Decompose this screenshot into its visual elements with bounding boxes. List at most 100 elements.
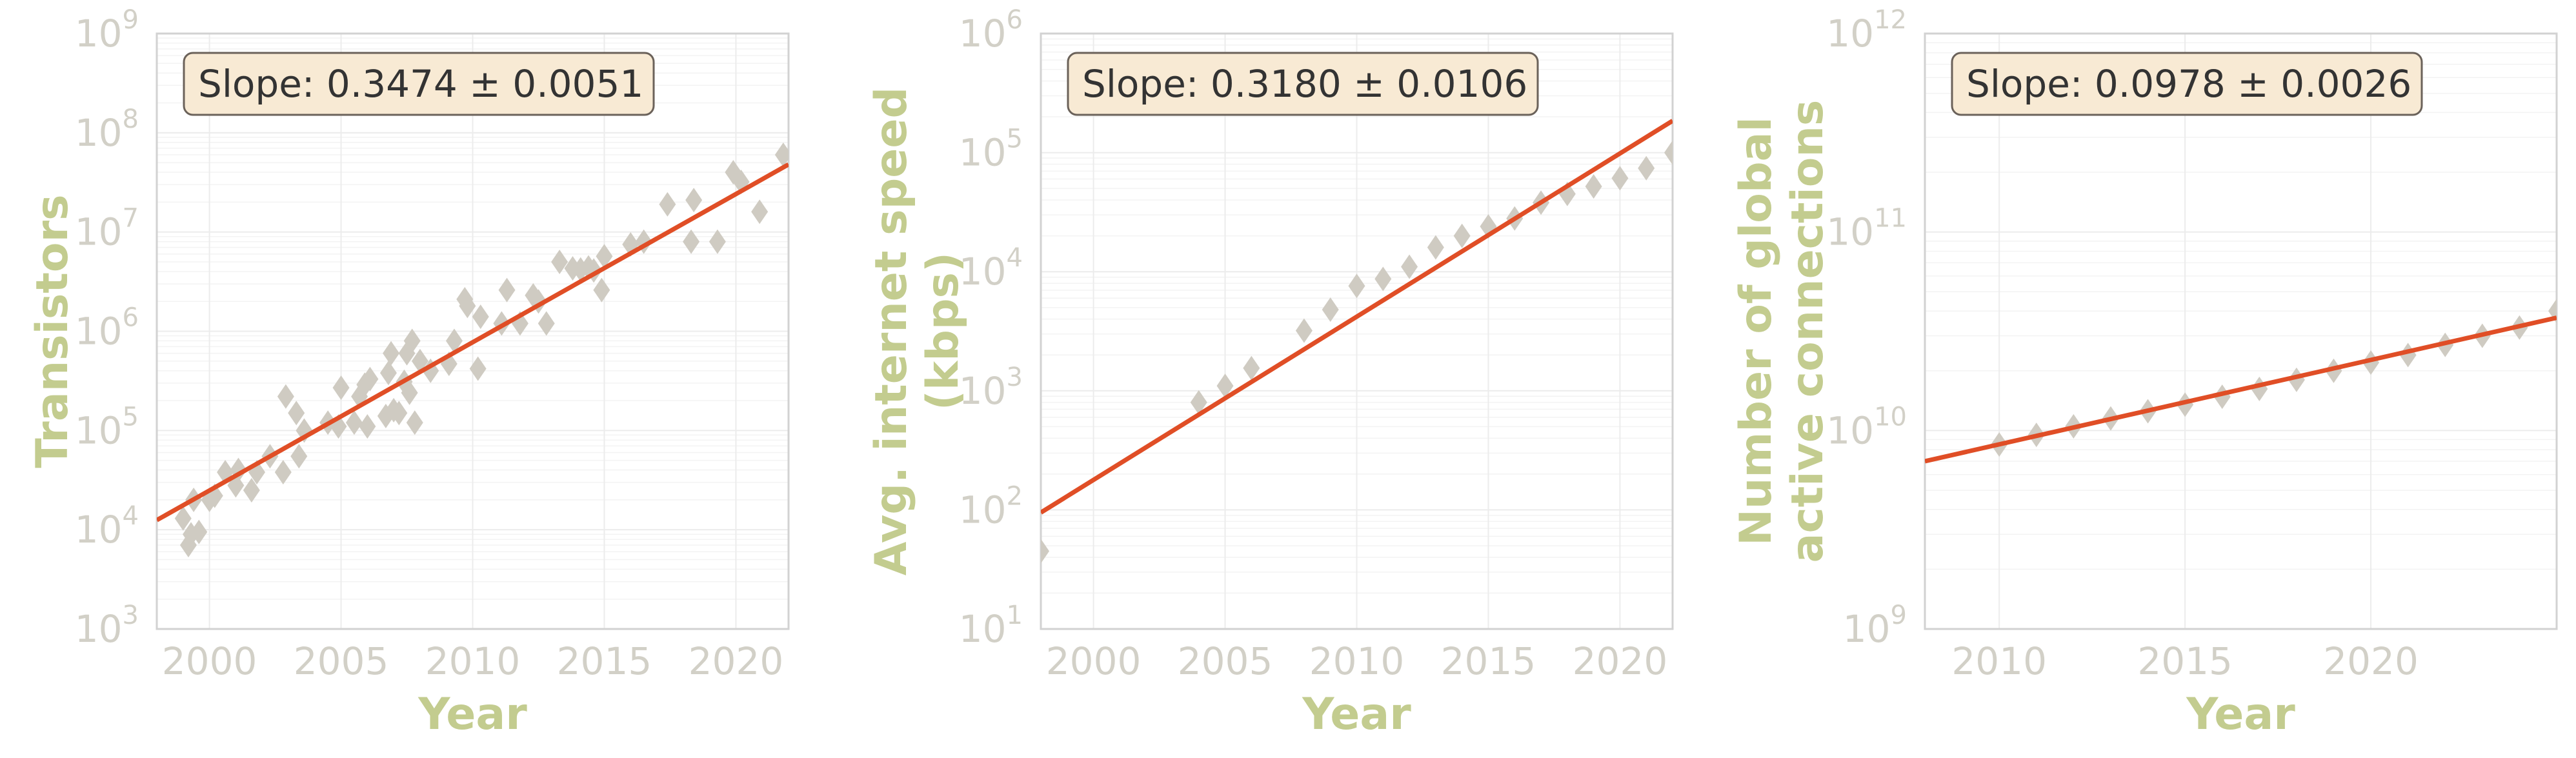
y-tick-label: 107 [75, 204, 139, 254]
y-tick-label: 104 [75, 501, 139, 552]
chart-panel-transistors: 103 104 105 106 107 108 109 2000 2005 2010 2015 202… [27, 5, 790, 740]
x-tick-label: 2010 [1309, 639, 1405, 683]
data-point [685, 188, 703, 213]
data-point [390, 401, 408, 426]
y-tick-label: 102 [959, 481, 1023, 532]
data-point [751, 199, 769, 224]
data-point [1041, 539, 1049, 564]
fit-line [1041, 119, 1673, 515]
data-point [1427, 235, 1444, 260]
data-point [274, 459, 292, 484]
data-point [1243, 355, 1260, 381]
fit-line [1925, 315, 2557, 464]
slope-annotation: Slope: 0.3180 ± 0.0106 [1067, 52, 1539, 116]
x-axis-label: Year [418, 689, 527, 740]
x-tick-label: 2015 [557, 639, 652, 683]
data-point [190, 519, 208, 544]
x-tick-label: 2010 [425, 639, 521, 683]
data-point [361, 366, 379, 392]
data-point [1401, 254, 1418, 279]
slope-box [183, 52, 655, 116]
y-tick-label: 105 [959, 125, 1023, 175]
data-point [1664, 140, 1673, 165]
data-point [1585, 174, 1602, 199]
data-point [1295, 318, 1313, 343]
slope-box [1951, 52, 2423, 116]
y-axis-label: Avg. internet speed(kbps) [866, 87, 969, 575]
grid [1041, 33, 1673, 630]
data-point [445, 328, 463, 354]
y-tick-label: 1012 [1826, 5, 1907, 55]
y-tick-label: 108 [75, 105, 139, 155]
data-point [1322, 297, 1339, 323]
slope-text: Slope: 0.3474 ± 0.0051 [198, 62, 643, 106]
y-tick-label: 109 [75, 5, 139, 55]
data-point [472, 304, 489, 330]
x-tick-label: 2020 [1573, 639, 1668, 683]
data-points [1041, 140, 1673, 564]
slope-annotation: Slope: 0.0978 ± 0.0026 [1951, 52, 2423, 116]
data-point [1453, 223, 1471, 248]
x-tick-label: 2000 [1046, 639, 1142, 683]
x-tick-label: 2005 [1178, 639, 1273, 683]
y-tick-label: 101 [959, 601, 1023, 651]
plot-frame [1040, 32, 1674, 630]
x-tick-label: 2015 [1441, 639, 1536, 683]
data-point [383, 341, 400, 366]
x-axis-label: Year [2186, 689, 2295, 740]
fit-line [157, 162, 789, 523]
data-point [401, 380, 418, 405]
x-tick-label: 2005 [294, 639, 389, 683]
plot-frame [1924, 32, 2558, 630]
data-point [538, 311, 555, 336]
y-tick-label: 103 [959, 363, 1023, 413]
grid [157, 33, 789, 630]
data-point [1190, 390, 1207, 415]
data-point [403, 328, 421, 354]
slope-text: Slope: 0.3180 ± 0.0106 [1082, 62, 1527, 106]
data-points [174, 142, 789, 557]
data-point [469, 356, 487, 381]
data-point [1348, 274, 1365, 299]
y-tick-label: 1010 [1826, 402, 1907, 452]
slope-text: Slope: 0.0978 ± 0.0026 [1966, 62, 2411, 106]
data-point [683, 229, 700, 254]
data-point [709, 229, 726, 254]
data-point [406, 410, 423, 435]
data-point [174, 506, 192, 531]
data-points [1991, 299, 2557, 457]
data-point [345, 410, 363, 435]
data-point [332, 375, 350, 400]
data-point [288, 401, 305, 426]
y-tick-label: 103 [75, 601, 139, 651]
chart-panel-internet_speed: 101 102 103 104 105 106 2000 2005 2010 2015 2020 Ye… [866, 5, 1674, 740]
data-point [1638, 155, 1655, 181]
y-tick-label: 109 [1843, 601, 1907, 651]
data-point [2177, 392, 2194, 417]
x-tick-label: 2000 [162, 639, 257, 683]
data-point [596, 244, 613, 269]
data-point [459, 294, 476, 319]
y-axis-label: Transistors [27, 194, 78, 468]
y-tick-label: 106 [959, 5, 1023, 55]
data-point [1216, 374, 1234, 399]
data-point [1374, 266, 1392, 292]
data-point [659, 192, 676, 217]
grid [1925, 33, 2557, 630]
data-point [359, 414, 376, 439]
data-point [243, 477, 260, 503]
plot-frame [156, 32, 790, 630]
x-tick-label: 2015 [2137, 639, 2233, 683]
slope-annotation: Slope: 0.3474 ± 0.0051 [183, 52, 655, 116]
data-point [277, 384, 294, 409]
data-point [2362, 350, 2380, 375]
chart-panel-active_connections: 109 1010 1011 1012 2010 2015 2020 Year Number of… [1731, 5, 2558, 740]
y-tick-label: 105 [75, 402, 139, 452]
data-point [593, 277, 610, 303]
y-tick-label: 106 [75, 303, 139, 354]
slope-box [1067, 52, 1539, 116]
data-point [290, 444, 308, 469]
y-axis-label: Number of globalactive connections [1731, 100, 1833, 563]
x-axis-label: Year [1302, 689, 1411, 740]
